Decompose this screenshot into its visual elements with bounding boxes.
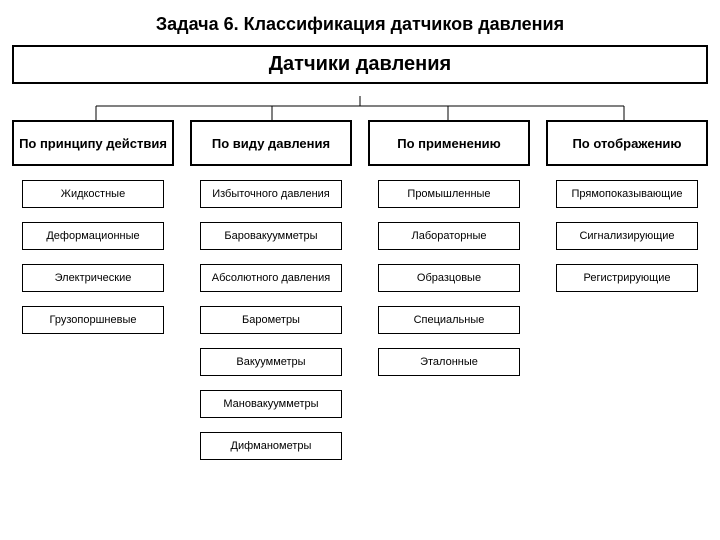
item-box: Сигнализирующие	[556, 222, 699, 250]
item-box: Грузопоршневые	[22, 306, 165, 334]
column-pressure-type: По виду давления Избыточного давления Ба…	[190, 120, 352, 460]
category-display: По отображению	[546, 120, 708, 166]
item-box: Лабораторные	[378, 222, 521, 250]
page-title: Задача 6. Классификация датчиков давлени…	[0, 0, 720, 45]
item-box: Избыточного давления	[200, 180, 343, 208]
item-box: Барометры	[200, 306, 343, 334]
column-principle: По принципу действия Жидкостные Деформац…	[12, 120, 174, 460]
item-box: Промышленные	[378, 180, 521, 208]
root-node: Датчики давления	[12, 45, 708, 84]
category-pressure-type: По виду давления	[190, 120, 352, 166]
item-box: Баровакуумметры	[200, 222, 343, 250]
item-box: Прямопоказывающие	[556, 180, 699, 208]
category-principle: По принципу действия	[12, 120, 174, 166]
item-box: Абсолютного давления	[200, 264, 343, 292]
item-box: Эталонные	[378, 348, 521, 376]
category-application: По применению	[368, 120, 530, 166]
item-box: Электрические	[22, 264, 165, 292]
item-box: Жидкостные	[22, 180, 165, 208]
item-box: Специальные	[378, 306, 521, 334]
column-application: По применению Промышленные Лабораторные …	[368, 120, 530, 460]
item-box: Вакуумметры	[200, 348, 343, 376]
item-box: Регистрирующие	[556, 264, 699, 292]
columns-container: По принципу действия Жидкостные Деформац…	[12, 120, 708, 460]
item-box: Мановакуумметры	[200, 390, 343, 418]
item-box: Образцовые	[378, 264, 521, 292]
column-display: По отображению Прямопоказывающие Сигнали…	[546, 120, 708, 460]
item-box: Деформационные	[22, 222, 165, 250]
item-box: Дифманометры	[200, 432, 343, 460]
